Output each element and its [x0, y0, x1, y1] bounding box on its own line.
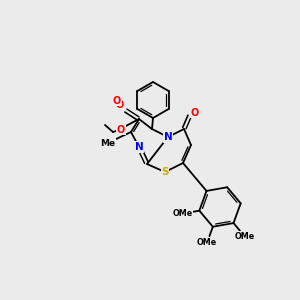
Text: O: O [113, 96, 121, 106]
Text: N: N [135, 142, 143, 152]
Text: N: N [164, 132, 172, 142]
Text: O: O [117, 125, 125, 135]
Text: OMe: OMe [172, 209, 193, 218]
Text: S: S [161, 167, 169, 177]
Text: OMe: OMe [234, 232, 255, 241]
Text: OMe: OMe [197, 238, 217, 247]
Text: O: O [191, 108, 199, 118]
Text: Me: Me [100, 139, 116, 148]
Text: O: O [116, 100, 124, 110]
